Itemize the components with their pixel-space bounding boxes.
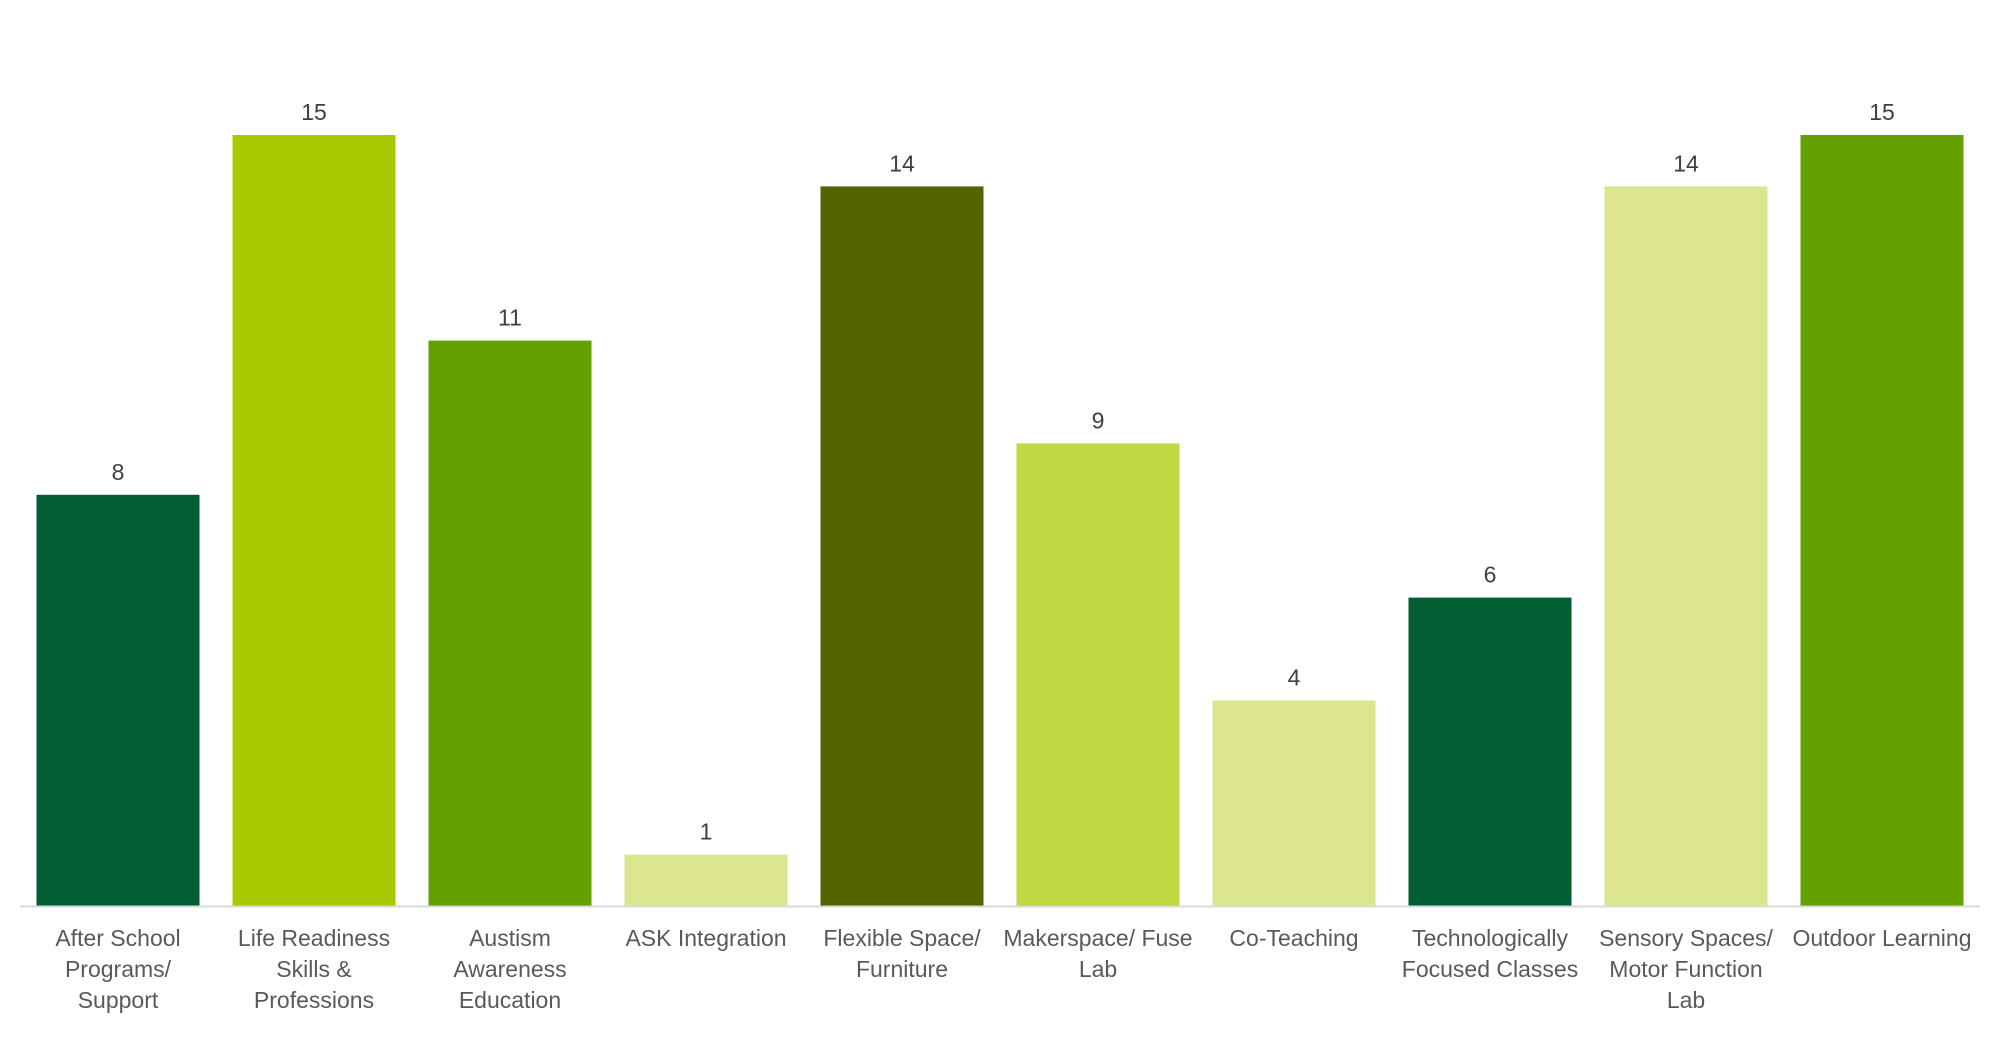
category-label-2: Austism Awareness Education: [453, 925, 566, 1013]
category-label-6: Co-Teaching: [1229, 925, 1358, 951]
category-labels-group: After School Programs/Support Life Readine…: [55, 925, 1971, 1013]
category-label-line: Lab: [1667, 987, 1705, 1013]
bar-4: [820, 186, 984, 906]
data-label-1: 15: [301, 99, 327, 125]
bar-9: [1800, 135, 1964, 906]
bar-0: [36, 494, 200, 906]
category-label-4: Flexible Space/Furniture: [823, 925, 981, 982]
data-label-7: 6: [1484, 562, 1497, 588]
category-label-line: Sensory Spaces/: [1599, 925, 1773, 951]
category-label-5: Makerspace/ Fuse Lab: [1003, 925, 1192, 982]
category-label-1: Life Readiness Skills & Professions: [238, 925, 390, 1013]
data-label-6: 4: [1288, 664, 1301, 690]
bar-6: [1212, 700, 1376, 906]
category-label-line: Life Readiness: [238, 925, 390, 951]
data-label-3: 1: [700, 819, 713, 845]
bars-group: [36, 135, 1964, 907]
category-label-line: ASK Integration: [625, 925, 786, 951]
category-label-line: Furniture: [856, 956, 948, 982]
category-label-line: Co-Teaching: [1229, 925, 1358, 951]
category-label-line: Outdoor Learning: [1792, 925, 1971, 951]
data-label-5: 9: [1092, 407, 1105, 433]
category-label-line: Programs/: [65, 956, 172, 982]
category-label-line: Lab: [1079, 956, 1117, 982]
bar-8: [1604, 186, 1768, 906]
category-label-9: Outdoor Learning: [1792, 925, 1971, 951]
category-label-line: Austism: [469, 925, 551, 951]
category-label-line: Awareness: [453, 956, 566, 982]
category-label-3: ASK Integration: [625, 925, 786, 951]
category-label-line: Makerspace/ Fuse: [1003, 925, 1192, 951]
bar-3: [624, 854, 788, 906]
category-label-0: After School Programs/Support: [55, 925, 180, 1013]
category-label-line: Technologically: [1412, 925, 1568, 951]
bar-5: [1016, 443, 1180, 906]
category-label-7: Technologically Focused Classes: [1402, 925, 1578, 982]
data-label-0: 8: [112, 459, 125, 485]
data-label-9: 15: [1869, 99, 1895, 125]
data-label-4: 14: [889, 150, 915, 176]
category-label-line: Support: [78, 987, 159, 1013]
category-label-line: Education: [459, 987, 561, 1013]
category-label-line: Flexible Space/: [823, 925, 981, 951]
bar-1: [232, 135, 396, 906]
data-label-2: 11: [498, 305, 522, 331]
category-label-line: Skills &: [276, 956, 351, 982]
category-label-line: Focused Classes: [1402, 956, 1578, 982]
bar-2: [428, 340, 592, 907]
data-label-8: 14: [1673, 150, 1699, 176]
category-label-line: Professions: [254, 987, 374, 1013]
bar-7: [1408, 597, 1572, 906]
category-label-line: After School: [55, 925, 180, 951]
category-label-line: Motor Function: [1609, 956, 1762, 982]
category-label-8: Sensory Spaces/Motor Function Lab: [1599, 925, 1773, 1013]
